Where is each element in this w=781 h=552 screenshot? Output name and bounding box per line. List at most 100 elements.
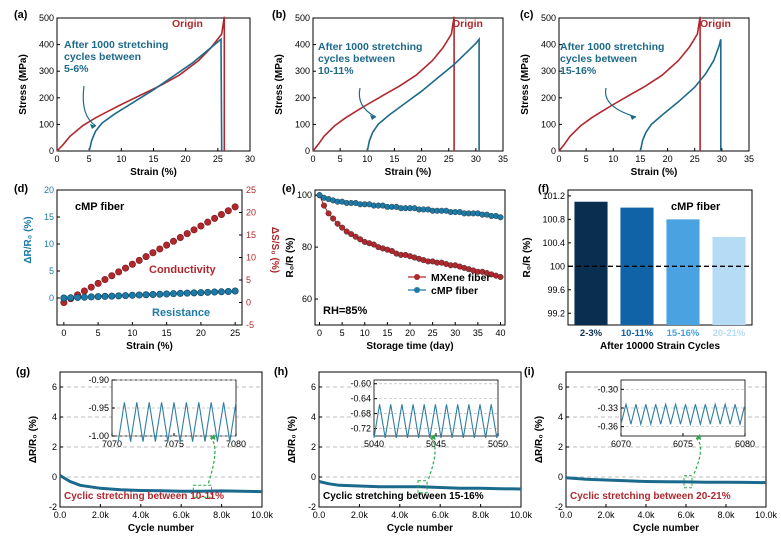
x-tick-label: 35 [498, 154, 508, 164]
legend-marker [414, 274, 420, 280]
y-tick-label: 400 [39, 40, 54, 50]
x-tick-label: 20 [196, 328, 206, 338]
plot-frame [565, 371, 767, 508]
x-tick-label: 15 [162, 328, 172, 338]
y-tick-label: 0 [52, 472, 57, 482]
annotation-cycled: 15-16% [560, 65, 597, 77]
annotation-cycled: 5-6% [64, 63, 89, 75]
y-tick-label: 2 [311, 442, 316, 452]
y-tick-label: 100 [550, 261, 565, 271]
y-tick-label: 6 [558, 382, 563, 392]
y-tick-label: -0.72 [350, 424, 371, 434]
annotation-arrow [82, 85, 97, 127]
y2-axis-label: ΔS/S₀ (%) [269, 227, 280, 273]
y-tick-label: 2 [558, 442, 563, 452]
x-tick-label: 6.0k [173, 510, 191, 520]
y-tick-label: 80 [302, 242, 312, 252]
panel-label: (f) [538, 183, 549, 195]
x-tick-label: 30 [471, 154, 481, 164]
x-tick-label: 10.0k [510, 510, 533, 520]
x-axis-label: Strain (%) [126, 341, 173, 352]
annotation-rh: RH=85% [323, 305, 368, 317]
arrow-head [630, 115, 636, 120]
annotation-cyclic: Cyclic stretching between 10-11% [64, 491, 224, 502]
conductivity-point [204, 218, 212, 226]
annotation-cycled: cycles between [64, 51, 141, 63]
y-tick-label: 10 [44, 239, 54, 249]
y-tick-label: 300 [295, 66, 310, 76]
panel-e: 0 5 10 15 20 25 30 35 40 60 80 100 Storage time (day… [282, 183, 506, 352]
inset-chart: 7070 7075 7080 -0.90 -0.95 -1.00 [88, 375, 246, 449]
resistance-point [60, 294, 68, 302]
resistance-point [128, 291, 136, 299]
series-line-origin [558, 16, 701, 152]
mxene-point [497, 273, 504, 280]
panel-label: (b) [272, 9, 286, 21]
panel-label: (d) [14, 183, 28, 195]
y-tick-label: 400 [295, 40, 310, 50]
x-tick-label: 0.0 [54, 510, 67, 520]
y-tick-label: 20 [44, 185, 54, 195]
y-tick-label: 99.2 [547, 308, 565, 318]
x-tick-label: 5 [96, 328, 101, 338]
y-tick-label: -0.30 [597, 384, 618, 394]
x-tick-label: 5 [87, 154, 92, 164]
x-tick-label: 15 [148, 154, 158, 164]
x-tick-label: 0 [61, 328, 66, 338]
y-tick-label: 300 [541, 66, 556, 76]
y-axis-label: R₀/R (%) [522, 237, 533, 277]
x-tick-label: 8.0k [717, 510, 735, 520]
y-axis-label: R₀/R (%) [285, 237, 296, 277]
x-tick-label: 0 [317, 328, 322, 338]
x-tick-label: 5 [340, 328, 345, 338]
resistance-point [135, 291, 143, 299]
stress-strain-panel-1: 0 5 10 15 20 25 30 35 0 100 200 300 400 500 Strain (%)… [272, 9, 508, 178]
legend-label: MXene fiber [431, 272, 491, 284]
x-tick-label: 2.0k [351, 510, 369, 520]
stress-strain-panel-2: 0 5 10 15 20 25 30 35 0 100 200 300 400 500 Strain (%)… [520, 9, 754, 178]
y-tick-label: 6 [311, 382, 316, 392]
y-tick-label: 300 [39, 66, 54, 76]
panel-f: 99.2 99.6 100 100.4 100.8 101.2 R₀/R (%) (f) 2-3… [522, 183, 753, 352]
y-tick-label: -0.90 [88, 375, 109, 385]
y-tick-label: 2 [52, 442, 57, 452]
cycle-trace [318, 480, 522, 491]
y-tick-label: 5 [49, 266, 54, 276]
y-tick-label: 100 [541, 119, 556, 129]
y-tick-label: 200 [541, 93, 556, 103]
x-tick-label: 10.0k [755, 510, 778, 520]
x-tick-label: 4.0k [391, 510, 409, 520]
y-tick-label: 0 [551, 146, 556, 156]
plot-frame [567, 189, 753, 326]
series-line-cycled [366, 37, 480, 152]
y-tick-label: 500 [39, 13, 54, 23]
series-line-cycled [88, 37, 223, 152]
cycle-panel-1: 0.0 2.0k 4.0k 6.0k 8.0k 10.0k -2 0 2 4 6 Cycle numb… [274, 366, 533, 534]
x-tick-label: 15 [635, 154, 645, 164]
y-axis-label: ΔR/R₀ (%) [23, 216, 34, 263]
resistance-point [190, 289, 198, 297]
conductivity-point [108, 272, 116, 280]
conductivity-point [101, 276, 109, 284]
inset-trace [620, 402, 745, 427]
y-tick-label: 99.6 [547, 285, 565, 295]
y-tick-label: 15 [246, 230, 256, 240]
y-tick-label: -0.60 [350, 379, 371, 389]
cycle-panel-2: 0.0 2.0k 4.0k 6.0k 8.0k 10.0k -2 0 2 4 6 Cycle numb… [524, 366, 778, 534]
resistance-point [67, 294, 75, 302]
x-tick-label: 20 [663, 154, 673, 164]
conductivity-point [87, 283, 95, 291]
x-axis-label: Storage time (day) [366, 341, 453, 352]
x-tick-label: 25 [213, 154, 223, 164]
x-tick-label: 7070 [102, 439, 122, 449]
y-axis-label: ΔR/R₀ (%) [28, 416, 39, 463]
y-tick-label: 101.2 [542, 191, 565, 201]
mxene-point [343, 228, 350, 235]
x-axis-label: Cycle number [128, 523, 194, 534]
cmp-point [497, 214, 504, 221]
y-axis-label: ΔR/R₀ (%) [534, 416, 545, 463]
panel-label: (g) [16, 366, 30, 378]
mxene-point [352, 233, 359, 240]
resistance-point [108, 292, 116, 300]
annotation-origin: Origin [700, 18, 731, 30]
